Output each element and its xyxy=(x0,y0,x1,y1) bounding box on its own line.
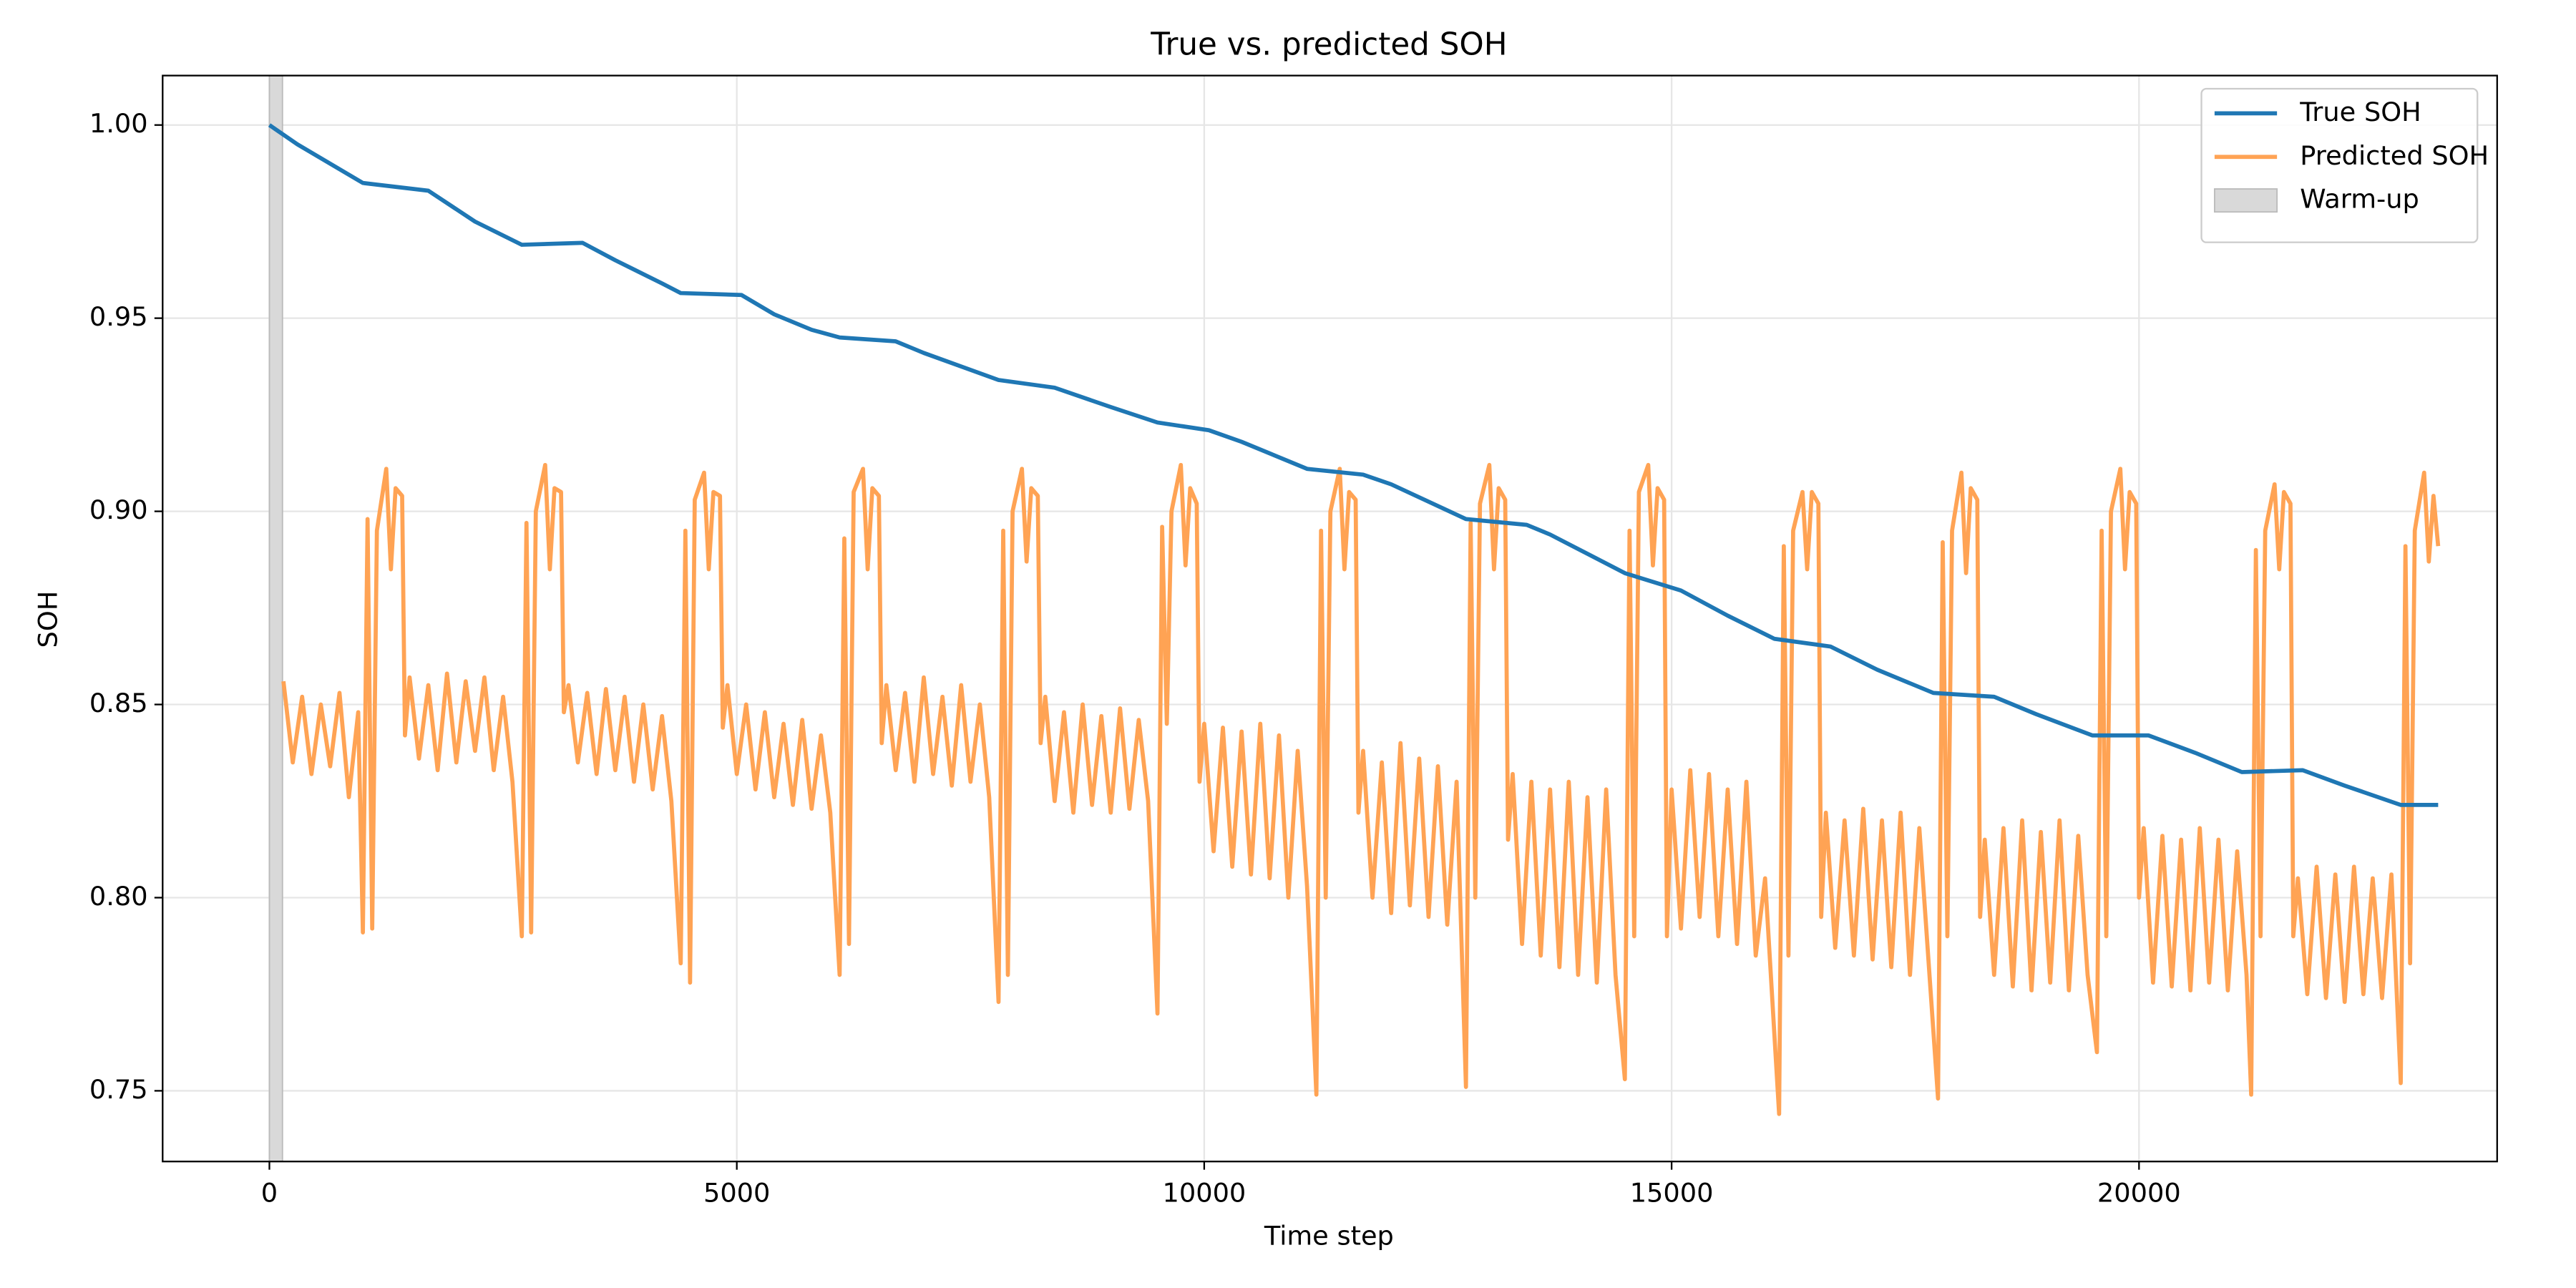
x-tick-label: 15000 xyxy=(1630,1178,1714,1209)
y-tick-label: 0.95 xyxy=(89,301,148,332)
x-tick-label: 10000 xyxy=(1162,1178,1246,1209)
y-tick-label: 0.75 xyxy=(89,1074,148,1105)
legend-label: Warm-up xyxy=(2300,184,2419,215)
x-tick-label: 5000 xyxy=(703,1178,770,1209)
legend-swatch xyxy=(2213,188,2278,213)
x-tick-label: 0 xyxy=(261,1178,278,1209)
x-axis-label: Time step xyxy=(1264,1220,1394,1251)
y-tick-label: 1.00 xyxy=(89,108,148,139)
series-line xyxy=(281,462,2441,1116)
y-tick-label: 0.80 xyxy=(89,881,148,912)
y-tick-label: 0.90 xyxy=(89,494,148,525)
plot-area xyxy=(268,75,2441,1162)
x-tick-label: 20000 xyxy=(2097,1178,2181,1209)
chart-title: True vs. predicted SOH xyxy=(1150,26,1507,62)
legend-label: True SOH xyxy=(2299,97,2421,127)
y-tick-label: 0.85 xyxy=(89,688,148,718)
y-axis-label: SOH xyxy=(32,591,63,648)
series-line xyxy=(268,123,2439,807)
span xyxy=(268,75,283,1162)
legend-label: Predicted SOH xyxy=(2300,140,2489,171)
legend: True SOH Predicted SOH Warm-up xyxy=(2200,87,2489,243)
axes-frame xyxy=(162,74,2498,1163)
